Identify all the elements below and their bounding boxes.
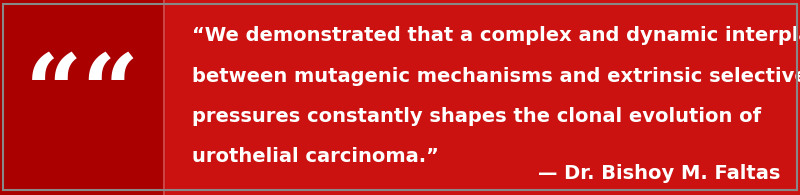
- Text: urothelial carcinoma.”: urothelial carcinoma.”: [192, 146, 439, 166]
- Text: — Dr. Bishoy M. Faltas: — Dr. Bishoy M. Faltas: [538, 164, 780, 183]
- Text: pressures constantly shapes the clonal evolution of: pressures constantly shapes the clonal e…: [192, 107, 761, 127]
- Bar: [0, 0, 164, 195]
- Text: ““: ““: [24, 49, 140, 146]
- Text: between mutagenic mechanisms and extrinsic selective: between mutagenic mechanisms and extrins…: [192, 66, 800, 86]
- Text: “We demonstrated that a complex and dynamic interplay: “We demonstrated that a complex and dyna…: [192, 26, 800, 45]
